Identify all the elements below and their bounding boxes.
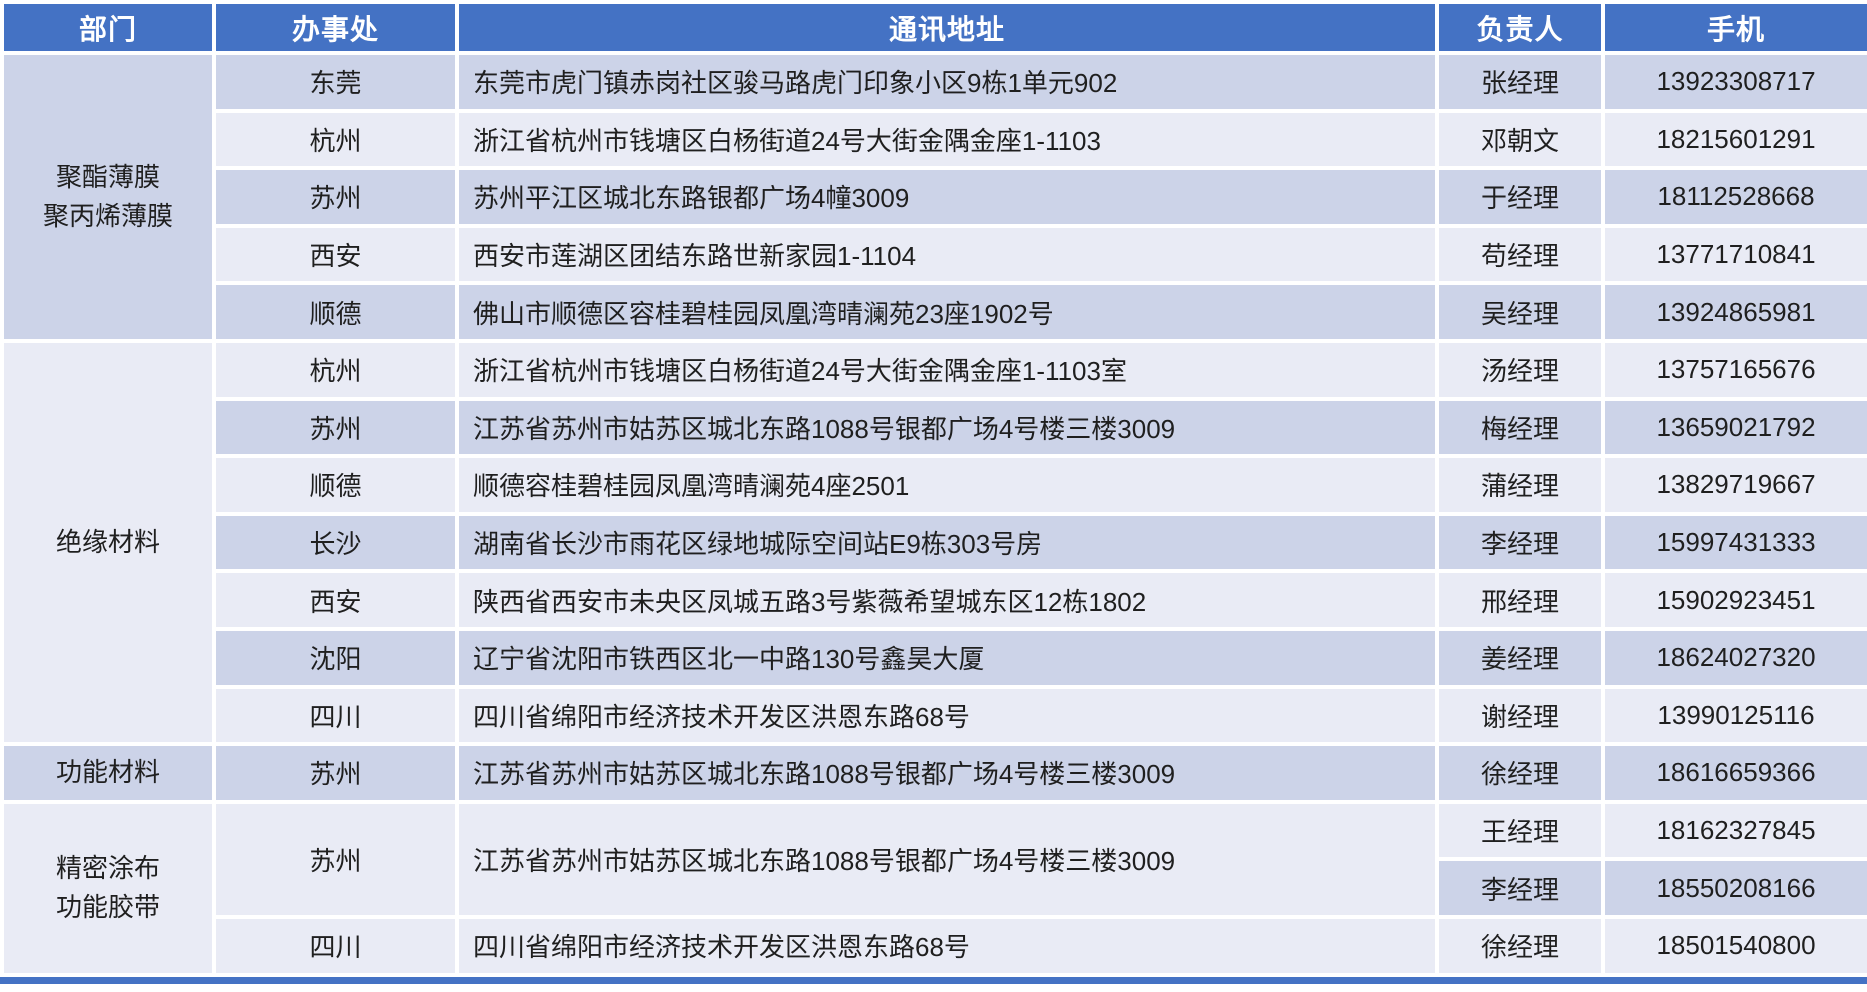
table-row: 苏州 江苏省苏州市姑苏区城北东路1088号银都广场4号楼三楼3009 梅经理 1…	[2, 396, 1867, 459]
phone-cell: 13771710841	[1601, 223, 1867, 286]
office-cell: 顺德	[212, 454, 459, 516]
phone-cell: 13924865981	[1601, 281, 1867, 343]
office-cell: 东莞	[212, 51, 459, 113]
phone-cell: 13990125116	[1601, 684, 1867, 747]
table-row: 李经理 18550208166	[2, 857, 1867, 919]
manager-cell: 吴经理	[1435, 281, 1605, 343]
department-cell: 精密涂布 功能胶带	[0, 799, 216, 977]
address-cell: 湖南省长沙市雨花区绿地城际空间站E9栋303号房	[455, 511, 1439, 574]
office-cell: 苏州	[212, 396, 459, 459]
office-cell: 杭州	[212, 338, 459, 401]
phone-cell: 18550208166	[1601, 857, 1867, 919]
phone-cell: 13923308717	[1601, 51, 1867, 113]
address-cell: 四川省绵阳市经济技术开发区洪恩东路68号	[455, 914, 1439, 977]
office-cell: 顺德	[212, 281, 459, 343]
office-cell: 西安	[212, 569, 459, 631]
office-cell: 苏州	[212, 742, 459, 804]
phone-cell: 18616659366	[1601, 742, 1867, 804]
office-cell: 杭州	[212, 108, 459, 171]
address-cell: 陕西省西安市未央区凤城五路3号紫薇希望城东区12栋1802	[455, 569, 1439, 631]
address-cell: 辽宁省沈阳市铁西区北一中路130号鑫昊大厦	[455, 626, 1439, 689]
phone-cell: 15902923451	[1601, 569, 1867, 631]
table-row: 杭州 浙江省杭州市钱塘区白杨街道24号大街金隅金座1-1103 邓朝文 1821…	[2, 108, 1867, 171]
manager-cell: 于经理	[1435, 166, 1605, 228]
table-row: 长沙 湖南省长沙市雨花区绿地城际空间站E9栋303号房 李经理 15997431…	[2, 511, 1867, 574]
address-cell: 佛山市顺德区容桂碧桂园凤凰湾晴澜苑23座1902号	[455, 281, 1439, 343]
office-cell: 西安	[212, 223, 459, 286]
table-row: 顺德 佛山市顺德区容桂碧桂园凤凰湾晴澜苑23座1902号 吴经理 1392486…	[2, 281, 1867, 343]
manager-cell: 梅经理	[1435, 396, 1605, 459]
phone-cell: 18215601291	[1601, 108, 1867, 171]
table-row: 四川 四川省绵阳市经济技术开发区洪恩东路68号 谢经理 13990125116	[2, 684, 1867, 747]
address-cell: 江苏省苏州市姑苏区城北东路1088号银都广场4号楼三楼3009	[455, 396, 1439, 459]
table-row: 苏州 苏州平江区城北东路银都广场4幢3009 于经理 18112528668	[2, 166, 1867, 228]
phone-cell: 15997431333	[1601, 511, 1867, 574]
table-row: 顺德 顺德容桂碧桂园凤凰湾晴澜苑4座2501 蒲经理 13829719667	[2, 454, 1867, 516]
department-cell: 绝缘材料	[0, 338, 216, 747]
address-cell: 西安市莲湖区团结东路世新家园1-1104	[455, 223, 1439, 286]
manager-cell: 姜经理	[1435, 626, 1605, 689]
table-row: 功能材料 苏州 江苏省苏州市姑苏区城北东路1088号银都广场4号楼三楼3009 …	[0, 742, 1867, 804]
phone-cell: 18501540800	[1601, 914, 1867, 977]
manager-cell: 邓朝文	[1435, 108, 1605, 171]
manager-cell: 徐经理	[1435, 742, 1605, 804]
phone-cell: 18112528668	[1601, 166, 1867, 228]
office-cell: 沈阳	[212, 626, 459, 689]
address-cell: 顺德容桂碧桂园凤凰湾晴澜苑4座2501	[455, 454, 1439, 516]
department-cell: 聚酯薄膜 聚丙烯薄膜	[0, 51, 216, 343]
table-row: 聚酯薄膜 聚丙烯薄膜 东莞 东莞市虎门镇赤岗社区骏马路虎门印象小区9栋1单元90…	[0, 51, 1867, 343]
manager-cell: 蒲经理	[1435, 454, 1605, 516]
manager-cell: 邢经理	[1435, 569, 1605, 631]
header-office: 办事处	[212, 0, 459, 55]
header-manager: 负责人	[1435, 0, 1605, 55]
table-row: 沈阳 辽宁省沈阳市铁西区北一中路130号鑫昊大厦 姜经理 18624027320	[2, 626, 1867, 689]
table-bottom-border	[0, 976, 1867, 984]
office-cell: 四川	[212, 684, 459, 747]
manager-cell: 汤经理	[1435, 338, 1605, 401]
manager-cell: 谢经理	[1435, 684, 1605, 747]
address-cell: 苏州平江区城北东路银都广场4幢3009	[455, 166, 1439, 228]
header-address: 通讯地址	[455, 0, 1439, 55]
phone-cell: 18162327845	[1601, 799, 1867, 862]
manager-cell: 苟经理	[1435, 223, 1605, 286]
office-cell: 苏州	[212, 799, 459, 919]
address-cell: 浙江省杭州市钱塘区白杨街道24号大街金隅金座1-1103室	[455, 338, 1439, 401]
office-cell: 长沙	[212, 511, 459, 574]
phone-cell: 13829719667	[1601, 454, 1867, 516]
table-row: 西安 西安市莲湖区团结东路世新家园1-1104 苟经理 13771710841	[2, 223, 1867, 286]
office-cell: 四川	[212, 914, 459, 977]
address-cell: 东莞市虎门镇赤岗社区骏马路虎门印象小区9栋1单元902	[455, 51, 1439, 113]
manager-cell: 王经理	[1435, 799, 1605, 862]
manager-cell: 李经理	[1435, 511, 1605, 574]
phone-cell: 13757165676	[1601, 338, 1867, 401]
manager-cell: 李经理	[1435, 857, 1605, 919]
address-cell: 四川省绵阳市经济技术开发区洪恩东路68号	[455, 684, 1439, 747]
header-department: 部门	[0, 0, 216, 55]
table-row: 绝缘材料 杭州 浙江省杭州市钱塘区白杨街道24号大街金隅金座1-1103室 汤经…	[0, 338, 1867, 747]
address-cell: 江苏省苏州市姑苏区城北东路1088号银都广场4号楼三楼3009	[455, 799, 1439, 919]
header-phone: 手机	[1601, 0, 1867, 55]
address-cell: 浙江省杭州市钱塘区白杨街道24号大街金隅金座1-1103	[455, 108, 1439, 171]
table-row: 精密涂布 功能胶带 苏州 江苏省苏州市姑苏区城北东路1088号银都广场4号楼三楼…	[0, 799, 1867, 977]
table-row: 四川 四川省绵阳市经济技术开发区洪恩东路68号 徐经理 18501540800	[2, 914, 1867, 977]
phone-cell: 13659021792	[1601, 396, 1867, 459]
manager-cell: 徐经理	[1435, 914, 1605, 977]
table-row: 西安 陕西省西安市未央区凤城五路3号紫薇希望城东区12栋1802 邢经理 159…	[2, 569, 1867, 631]
office-cell: 苏州	[212, 166, 459, 228]
manager-cell: 张经理	[1435, 51, 1605, 113]
phone-cell: 18624027320	[1601, 626, 1867, 689]
address-cell: 江苏省苏州市姑苏区城北东路1088号银都广场4号楼三楼3009	[455, 742, 1439, 804]
header-row: 部门 办事处 通讯地址 负责人 手机	[0, 0, 1867, 55]
department-cell: 功能材料	[0, 742, 216, 804]
